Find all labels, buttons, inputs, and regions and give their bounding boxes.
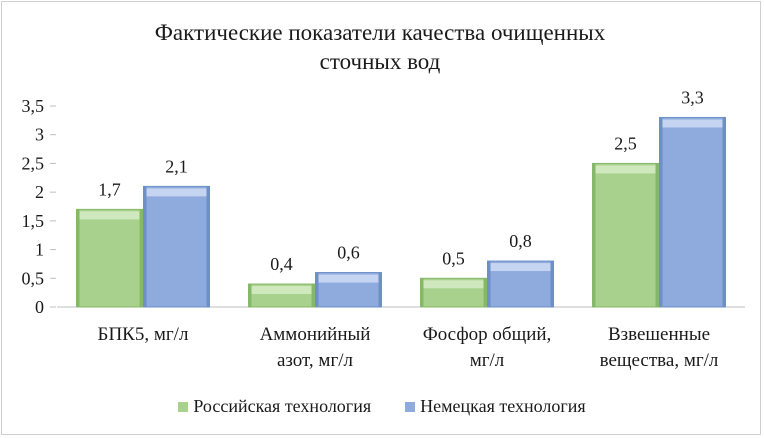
data-label-bg [329, 240, 368, 265]
bar-top-bevel [251, 286, 312, 295]
bar-outline [143, 185, 210, 308]
legend-item-german: Немецкая технология [405, 396, 586, 417]
bar-right-bevel [483, 278, 487, 307]
data-label: 0,8 [509, 231, 532, 251]
legend-item-russian: Российская технология [178, 396, 371, 417]
legend-swatch-russian [178, 401, 189, 412]
chart-title-line-2: сточных вод [319, 49, 441, 74]
legend: Российская технология Немецкая технологи… [0, 396, 764, 417]
bar-right-bevel [139, 209, 143, 307]
data-label-bg [90, 177, 129, 202]
y-tick-label: 1 [35, 240, 44, 260]
bar-left-bevel [248, 284, 252, 307]
y-tick-label: 0 [35, 297, 44, 317]
data-label: 0,6 [337, 243, 360, 263]
data-label-bg [501, 229, 540, 254]
data-label-bg [157, 154, 196, 179]
bar-right-bevel [655, 163, 659, 307]
bar-top-bevel [423, 280, 484, 289]
bar-outline [420, 277, 487, 308]
bar-outline [248, 283, 315, 308]
bar-right-bevel [550, 261, 554, 307]
data-label-bg [606, 131, 645, 156]
bar-outline [592, 162, 659, 308]
bar-right-bevel [206, 186, 210, 307]
bar-left-bevel [487, 261, 491, 307]
y-tick-label: 2 [35, 182, 44, 202]
data-label: 3,3 [681, 87, 704, 107]
data-label: 0,5 [442, 248, 465, 268]
y-tick-label: 3,5 [22, 96, 45, 116]
x-tick-label: БПК5, мг/л [98, 324, 189, 345]
chart-title-line-1: Фактические показатели качества очищенны… [154, 20, 606, 45]
data-label-bg [262, 252, 301, 277]
bar-top-bevel [490, 263, 551, 272]
bar-left-bevel [76, 209, 80, 307]
bar-top-bevel [146, 188, 207, 197]
bar-outline [659, 116, 726, 308]
bar-top-bevel [595, 165, 656, 174]
bar [659, 117, 726, 307]
bar [143, 186, 210, 307]
legend-label-russian: Российская технология [193, 396, 372, 416]
bar [592, 163, 659, 307]
data-label-bg [434, 246, 473, 271]
bar-top-bevel [318, 274, 379, 283]
data-label: 0,4 [270, 254, 293, 274]
bar [76, 209, 143, 307]
bar-right-bevel [722, 117, 726, 307]
bar-left-bevel [659, 117, 663, 307]
bar-top-bevel [662, 119, 723, 128]
data-label: 1,7 [98, 179, 121, 199]
bar-right-bevel [311, 284, 315, 307]
y-tick-label: 3 [35, 125, 44, 145]
x-tick-label: Аммонийный [260, 324, 371, 345]
x-tick-label: мг/л [470, 350, 505, 371]
data-label: 2,5 [614, 133, 637, 153]
bar-outline [76, 208, 143, 308]
data-label: 2,1 [165, 156, 188, 176]
data-label-bg [673, 85, 712, 110]
y-tick-label: 0,5 [22, 268, 45, 288]
x-tick-label: азот, мг/л [277, 350, 354, 371]
chart-title: Фактические показатели качества очищенны… [60, 18, 700, 76]
bar-left-bevel [315, 272, 319, 307]
bar-left-bevel [592, 163, 596, 307]
y-tick-label: 2,5 [22, 153, 45, 173]
bar-left-bevel [143, 186, 147, 307]
y-tick-label: 1,5 [22, 211, 45, 231]
bar-outline [487, 260, 554, 308]
bar-left-bevel [420, 278, 424, 307]
bar-outline [315, 272, 382, 308]
bar-top-bevel [79, 211, 140, 220]
legend-swatch-german [405, 401, 416, 412]
bar-right-bevel [378, 272, 382, 307]
x-tick-label: Взвешенные [608, 324, 710, 345]
legend-label-german: Немецкая технология [420, 396, 586, 416]
x-tick-label: вещества, мг/л [600, 350, 719, 371]
x-tick-label: Фосфор общий, [423, 324, 552, 345]
